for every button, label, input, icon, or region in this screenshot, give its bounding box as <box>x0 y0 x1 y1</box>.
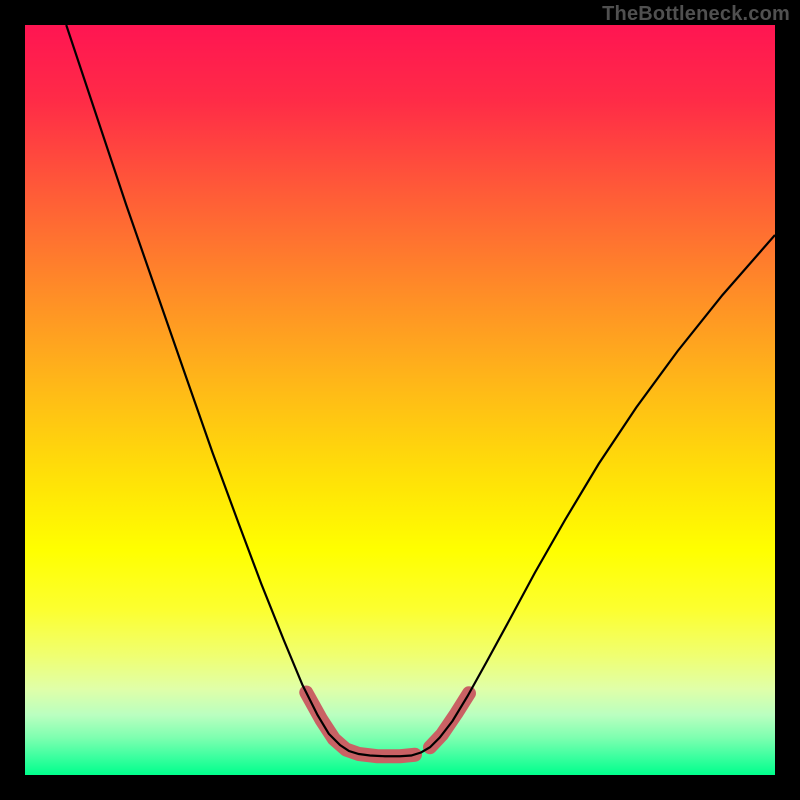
plot-area <box>25 25 775 775</box>
watermark-text: TheBottleneck.com <box>602 3 790 26</box>
gradient-background <box>25 25 775 775</box>
chart-container: TheBottleneck.com <box>0 0 800 800</box>
